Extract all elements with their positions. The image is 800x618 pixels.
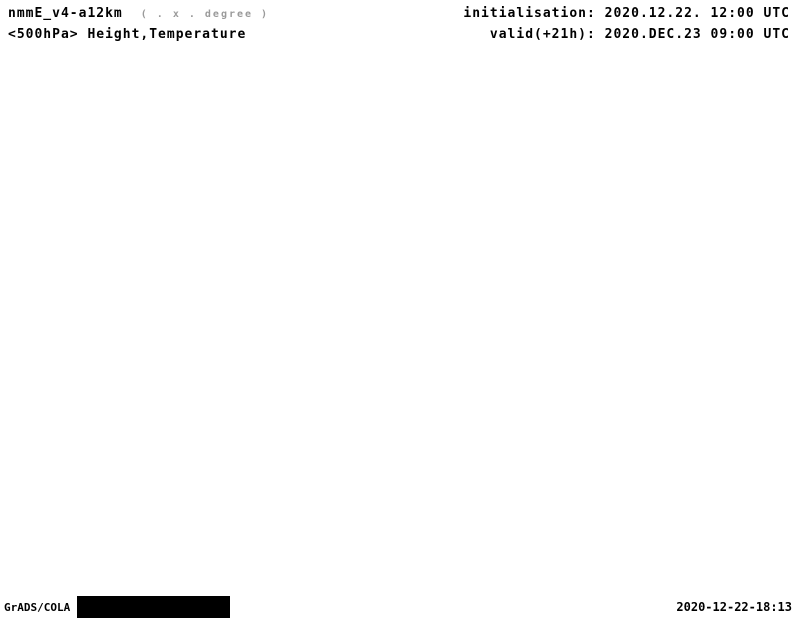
header-line-1: nmmE_v4-a12km ( . x . degree ): [8, 6, 269, 21]
grid-resolution-note: ( . x . degree ): [140, 9, 270, 20]
grads-credit: GrADS/COLA: [4, 601, 71, 614]
model-name: nmmE_v4-a12km: [8, 6, 123, 21]
cola-logo-block: [77, 596, 230, 618]
init-time-label: initialisation: 2020.12.22. 12:00 UTC: [463, 6, 790, 21]
field-title: <500hPa> Height,Temperature: [8, 27, 247, 42]
header-left: nmmE_v4-a12km ( . x . degree ) <500hPa> H…: [8, 6, 269, 42]
valid-time-label: valid(+21h): 2020.DEC.23 09:00 UTC: [489, 27, 790, 42]
creation-timestamp: 2020-12-22-18:13: [676, 600, 792, 614]
header-right: initialisation: 2020.12.22. 12:00 UTC va…: [463, 6, 790, 42]
